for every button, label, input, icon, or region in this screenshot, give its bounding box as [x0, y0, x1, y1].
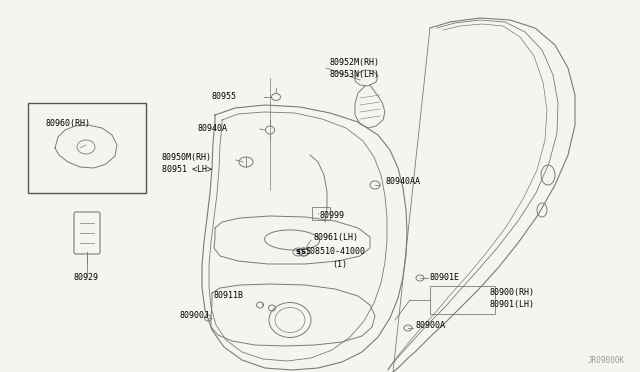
Text: 80940AA: 80940AA [385, 176, 420, 186]
Text: 80961(LH): 80961(LH) [313, 232, 358, 241]
FancyBboxPatch shape [74, 212, 100, 254]
Text: 80900J: 80900J [180, 311, 210, 321]
Text: (1): (1) [332, 260, 347, 269]
Text: 80900(RH): 80900(RH) [490, 289, 535, 298]
Text: 80901(LH): 80901(LH) [490, 301, 535, 310]
Bar [430, 286, 495, 314]
Text: 80951 <LH>: 80951 <LH> [162, 164, 212, 173]
Text: 80940A: 80940A [198, 124, 228, 132]
Text: S: S [301, 249, 305, 255]
Text: S08510-41000: S08510-41000 [305, 247, 365, 256]
Bar [28, 103, 146, 193]
Text: 80960(RH): 80960(RH) [46, 119, 91, 128]
Text: 80901E: 80901E [430, 273, 460, 282]
Text: 80999: 80999 [320, 211, 345, 219]
Text: 80953N(LH): 80953N(LH) [330, 70, 380, 78]
Text: 80929: 80929 [74, 273, 99, 282]
Text: JR09000K: JR09000K [588, 356, 625, 365]
Text: 80950M(RH): 80950M(RH) [162, 153, 212, 161]
Text: 80952M(RH): 80952M(RH) [330, 58, 380, 67]
Text: 80955: 80955 [212, 92, 237, 100]
Text: 80911B: 80911B [213, 292, 243, 301]
Bar [312, 207, 330, 220]
Text: S: S [296, 249, 301, 255]
Text: 80900A: 80900A [415, 321, 445, 330]
